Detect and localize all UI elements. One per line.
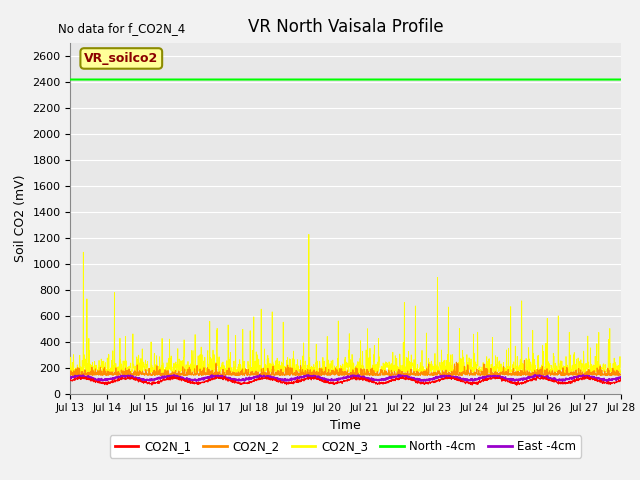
Legend: CO2N_1, CO2N_2, CO2N_3, North -4cm, East -4cm: CO2N_1, CO2N_2, CO2N_3, North -4cm, East…: [110, 435, 581, 458]
Y-axis label: Soil CO2 (mV): Soil CO2 (mV): [14, 175, 27, 262]
X-axis label: Time: Time: [330, 419, 361, 432]
Text: No data for f_CO2N_4: No data for f_CO2N_4: [58, 22, 185, 35]
Title: VR North Vaisala Profile: VR North Vaisala Profile: [248, 18, 444, 36]
Text: VR_soilco2: VR_soilco2: [84, 52, 159, 65]
